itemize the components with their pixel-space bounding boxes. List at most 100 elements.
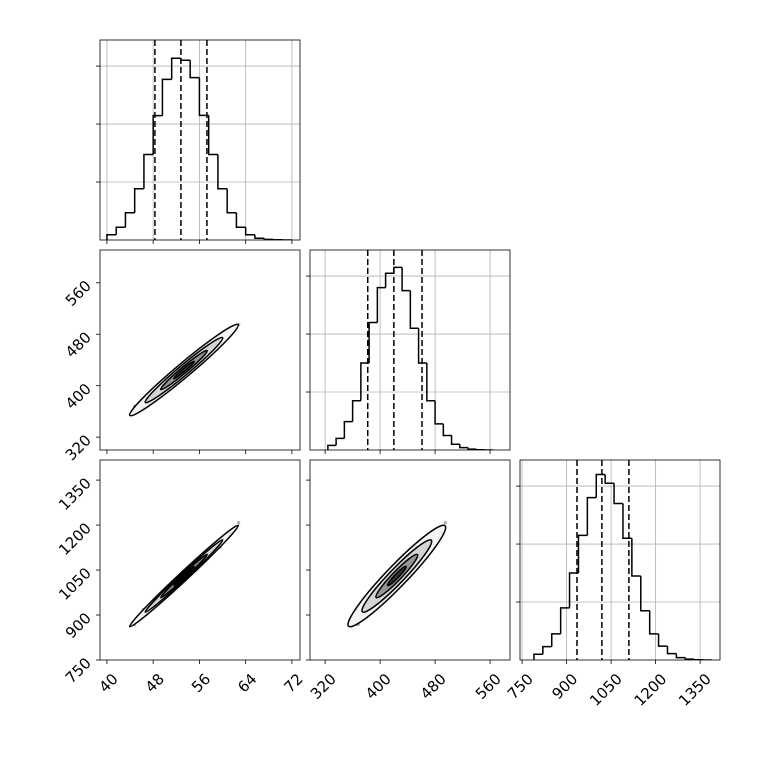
histogram-bin (115, 226, 126, 235)
axes-frame (99, 249, 301, 451)
histogram-bin (559, 607, 570, 634)
plot-area (327, 250, 493, 450)
histogram-bin (684, 657, 695, 660)
histogram-bin (235, 212, 246, 228)
histogram-bin (124, 212, 135, 228)
sample-point (443, 521, 447, 525)
histogram-bin (351, 399, 361, 422)
x-tick-label: 48 (142, 670, 168, 696)
x-tick-label: 900 (548, 670, 581, 703)
panel: 750 900 1050 1200 1350 (504, 459, 721, 710)
x-tick-label: 72 (280, 670, 306, 696)
histogram-bin (467, 447, 477, 450)
y-tick-label: 320 (62, 431, 95, 464)
histogram-bin (152, 114, 163, 155)
axes-frame (519, 459, 721, 661)
y-tick-label: 1050 (55, 564, 95, 604)
y-tick-label: 1200 (55, 519, 95, 559)
plot-area (106, 40, 292, 240)
histogram-bin (217, 154, 228, 190)
histogram-bin (631, 538, 641, 577)
histogram-bin (426, 363, 436, 402)
histogram-bin (622, 503, 632, 540)
histogram-bin (226, 188, 237, 214)
axes-frame (309, 249, 511, 451)
histogram-bin (666, 646, 677, 655)
x-tick-label: 560 (472, 670, 505, 703)
x-tick-label: 750 (504, 670, 537, 703)
histogram-bin (409, 290, 419, 330)
histogram-bin (657, 633, 668, 647)
histogram-bin (613, 483, 623, 505)
histogram-bin (327, 444, 337, 450)
y-tick-label: 400 (62, 380, 95, 413)
histogram-bin (368, 321, 378, 364)
panel: 40 48 56 64 72 750 900 1050 1200 1350 (55, 459, 307, 696)
histogram-bin (604, 474, 615, 484)
histogram-bin (542, 645, 552, 655)
histogram-bin (263, 238, 274, 240)
histogram-bin (198, 77, 209, 117)
y-tick-label: 480 (62, 328, 95, 361)
histogram-bin (640, 575, 650, 612)
histogram-bin (244, 227, 255, 236)
plot-area (533, 460, 712, 660)
y-tick-label: 900 (62, 609, 95, 642)
density-contour (172, 565, 196, 587)
histogram-bin (568, 572, 579, 608)
histogram-bin (180, 58, 191, 62)
histogram-bin (586, 496, 597, 536)
x-tick-label: 40 (95, 670, 121, 696)
axes-frame (99, 39, 301, 241)
y-tick-label: 560 (62, 277, 95, 310)
histogram-bin (401, 267, 411, 292)
histogram-bin (434, 400, 444, 425)
histogram-bin (384, 272, 394, 288)
histogram-bin (106, 234, 117, 240)
histogram-bin (442, 423, 452, 437)
histogram-bin (393, 266, 403, 274)
panel: 320 400 480 560 (62, 249, 301, 464)
histogram-bin (335, 437, 345, 446)
histogram-bin (533, 653, 543, 660)
x-tick-label: 56 (188, 670, 214, 696)
axes-frame (309, 459, 511, 661)
histogram-bin (459, 444, 469, 449)
histogram-bin (161, 78, 172, 116)
histogram-bin (376, 286, 386, 323)
x-tick-label: 1050 (586, 670, 626, 710)
histogram-bin (450, 435, 460, 445)
x-tick-label: 320 (307, 670, 340, 703)
x-tick-label: 1200 (631, 670, 671, 710)
histogram-bin (143, 153, 154, 189)
panel: 320 400 480 560 (306, 459, 511, 703)
y-tick-label: 1350 (55, 474, 95, 514)
density-contour (386, 565, 407, 587)
histogram-bin (551, 633, 561, 647)
density-contour (172, 360, 196, 380)
histogram-bin (343, 420, 353, 439)
histogram-bin (254, 234, 265, 240)
sample-point (237, 521, 241, 525)
histogram-bin (577, 534, 588, 574)
histogram-bin (133, 187, 144, 213)
histogram-bin (675, 653, 686, 659)
histogram-bin (360, 362, 370, 401)
plot-area (128, 521, 241, 628)
plot-area (347, 521, 447, 628)
y-tick-label: 750 (62, 654, 95, 687)
histogram-bin (417, 328, 427, 364)
x-tick-label: 400 (362, 670, 395, 703)
histogram-bin (189, 60, 200, 79)
histogram-bin (648, 610, 659, 635)
x-tick-label: 64 (234, 670, 260, 696)
axes-frame (99, 459, 301, 661)
histogram-bin (170, 57, 181, 80)
plot-area (128, 322, 241, 417)
x-tick-label: 1350 (675, 670, 715, 710)
panel (96, 39, 301, 244)
panel (306, 249, 511, 454)
x-tick-label: 480 (417, 670, 450, 703)
histogram-bin (207, 115, 218, 156)
